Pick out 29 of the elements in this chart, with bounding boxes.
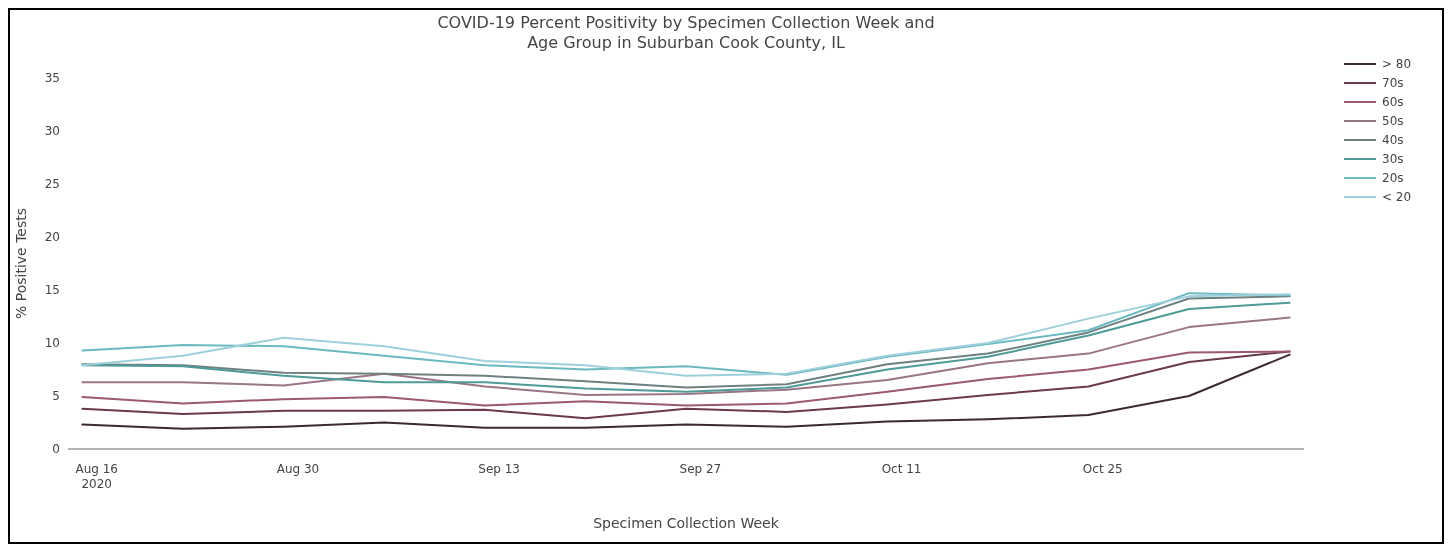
legend-label: 30s: [1382, 152, 1404, 167]
x-tick-label: Sep 13: [478, 462, 521, 476]
legend-label: > 80: [1382, 57, 1412, 72]
legend-label: 70s: [1382, 76, 1404, 91]
y-tick-label: 0: [52, 442, 60, 457]
legend-label: 60s: [1382, 95, 1404, 110]
y-tick-label: 30: [44, 124, 60, 139]
y-tick-label: 20: [44, 230, 60, 245]
y-tick-label: 15: [44, 283, 60, 298]
x-tick-label: Sep 27: [679, 462, 722, 476]
legend-label: 40s: [1382, 133, 1404, 148]
x-tick-label: Oct 25: [1082, 462, 1123, 476]
x-tick-label: Aug 30: [276, 462, 320, 476]
y-tick-label: 25: [44, 177, 60, 192]
y-axis-title: % Positive Tests: [13, 207, 29, 320]
legend-label: 50s: [1382, 114, 1404, 129]
legend-label: 20s: [1382, 171, 1404, 186]
line-series: [81, 316, 1291, 396]
legend-label: < 20: [1382, 190, 1412, 205]
line-series: [81, 353, 1291, 430]
x-tick-label: Oct 11: [881, 462, 922, 476]
y-tick-label: 5: [52, 389, 60, 404]
chart-title: COVID-19 Percent Positivity by Specimen Collection Week and Age Group in Suburban Cook County, IL: [437, 13, 935, 52]
x-axis-title: Specimen Collection Week: [593, 515, 780, 531]
y-tick-label: 35: [44, 71, 60, 86]
y-tick-label: 10: [44, 336, 60, 351]
line-series: [81, 350, 1291, 407]
x-tick-label: Aug 16 2020: [75, 462, 118, 491]
line-series: [81, 350, 1291, 420]
